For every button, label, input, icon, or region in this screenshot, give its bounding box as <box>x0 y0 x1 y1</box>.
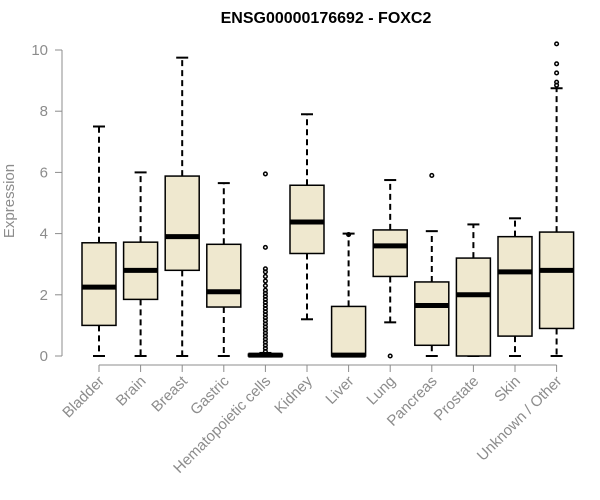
box-lung <box>372 179 408 359</box>
iqr-box <box>414 281 450 347</box>
box-prostate <box>455 223 492 357</box>
iqr-box <box>81 242 117 327</box>
y-axis-label: Expression <box>1 164 18 238</box>
box-brain <box>122 171 159 357</box>
outlier-point <box>554 41 560 47</box>
y-tick-label: 0 <box>40 348 48 365</box>
y-axis: 0 2 4 6 8 10 <box>31 42 63 365</box>
iqr-box <box>330 305 367 357</box>
outlier-point <box>262 244 268 250</box>
y-tick-label: 6 <box>40 164 48 181</box>
outlier-point <box>262 273 268 279</box>
outlier-point <box>262 266 268 272</box>
box-gastric <box>206 182 242 357</box>
box-hematopoietic-cells <box>247 171 284 358</box>
x-tick-label: Bladder <box>59 373 108 422</box>
x-tick-label: Skin <box>491 373 524 406</box>
box-unknown-other <box>538 41 575 357</box>
y-tick-label: 8 <box>40 103 48 120</box>
outlier-point <box>554 70 560 76</box>
y-tick-label: 4 <box>40 226 48 243</box>
outlier-point <box>554 61 560 67</box>
box-liver <box>330 231 367 358</box>
box-pancreas <box>414 172 450 357</box>
outlier-point <box>262 278 268 284</box>
iqr-box <box>206 243 242 308</box>
box-bladder <box>81 125 117 357</box>
outlier-point <box>429 172 435 179</box>
box-kidney <box>289 113 325 321</box>
outlier-point <box>346 231 352 238</box>
y-tick-label: 10 <box>31 42 48 59</box>
iqr-box <box>497 235 533 337</box>
x-tick-label: Brain <box>113 373 150 410</box>
x-tick-label: Kidney <box>271 372 316 417</box>
chart-title: ENSG00000176692 - FOXC2 <box>221 10 432 27</box>
x-tick-label: Liver <box>322 373 357 408</box>
boxes-group <box>81 41 575 359</box>
x-tick-label: Lung <box>363 373 399 409</box>
iqr-box <box>538 231 575 330</box>
iqr-box <box>289 184 325 255</box>
iqr-box <box>455 257 492 357</box>
iqr-box <box>164 175 200 272</box>
x-tick-label: Prostate <box>431 373 483 425</box>
outlier-point <box>262 287 268 293</box>
box-breast <box>164 56 200 357</box>
iqr-box <box>372 229 408 278</box>
y-tick-label: 2 <box>40 287 48 304</box>
outlier-point <box>262 283 268 289</box>
outlier-point <box>387 353 393 359</box>
box-skin <box>497 217 533 357</box>
x-tick-label: Breast <box>148 372 191 415</box>
outlier-point <box>262 171 268 177</box>
outlier-point <box>554 79 560 85</box>
